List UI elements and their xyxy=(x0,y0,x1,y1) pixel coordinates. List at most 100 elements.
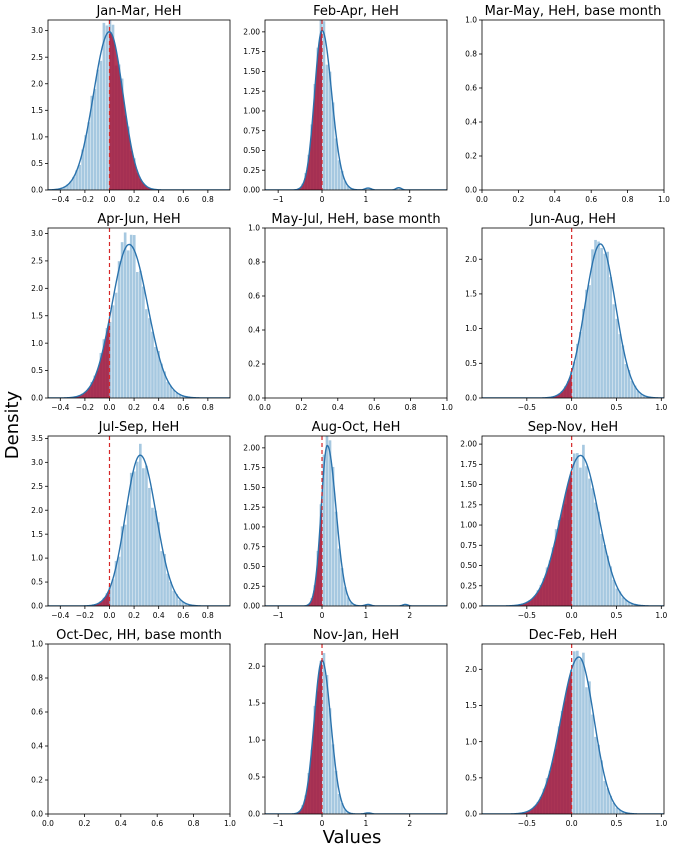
y-tick-label: 1.0 xyxy=(31,339,43,348)
histogram-bar xyxy=(603,544,606,606)
y-tick-label: 3.0 xyxy=(31,458,43,467)
chart-title: Jan-Mar, HeH xyxy=(95,4,181,19)
shaded-area xyxy=(482,371,572,398)
histogram-bar xyxy=(145,465,148,606)
histogram-bar xyxy=(148,487,151,606)
histogram-bar xyxy=(108,585,112,606)
y-tick-label: 3.5 xyxy=(31,434,43,443)
x-tick-label: 0 xyxy=(320,819,325,828)
chart-title: Dec-Feb, HeH xyxy=(529,628,618,643)
histogram-bar xyxy=(160,363,163,398)
histogram-bar xyxy=(603,780,606,814)
histogram-bar xyxy=(337,794,341,814)
y-tick-label: 0.00 xyxy=(460,602,477,611)
histogram-bar xyxy=(337,160,341,190)
y-tick-label: 0.0 xyxy=(248,810,260,819)
axes-frame xyxy=(47,643,231,815)
histogram-bar xyxy=(615,588,619,606)
histogram-bar xyxy=(325,64,329,190)
histogram-bar xyxy=(163,371,166,398)
y-tick-label: 1.50 xyxy=(460,480,477,489)
histogram-bar xyxy=(609,795,613,814)
histogram-bar xyxy=(175,393,179,398)
histogram-bar xyxy=(597,241,600,398)
y-tick-label: 1.5 xyxy=(465,701,477,710)
y-tick-label: 1.0 xyxy=(31,132,43,141)
y-tick-label: 1.0 xyxy=(31,554,43,563)
histogram-bar xyxy=(627,369,631,398)
y-tick-label: 1.0 xyxy=(465,737,477,746)
histogram-bar xyxy=(588,285,591,398)
histogram-bar xyxy=(576,453,579,606)
x-tick-label: 0.8 xyxy=(202,403,214,412)
y-tick-label: 0.6 xyxy=(465,84,477,93)
y-tick-label: 0.00 xyxy=(243,186,260,195)
histogram-bar xyxy=(585,289,588,398)
histogram-bar xyxy=(591,488,594,606)
kde-line xyxy=(48,30,230,190)
histogram-bar xyxy=(639,394,643,398)
plot-area xyxy=(265,644,447,814)
histogram-bar xyxy=(81,149,84,190)
chart-title: Feb-Apr, HeH xyxy=(313,4,399,19)
shaded-area xyxy=(48,318,110,398)
histogram-bar xyxy=(606,251,609,398)
histogram-bar xyxy=(615,807,619,814)
x-tick-label: 2 xyxy=(407,819,412,828)
histogram-bar xyxy=(132,471,136,606)
histogram-bar xyxy=(114,292,118,398)
axes-frame xyxy=(264,643,448,815)
panels: Jan-Mar, HeH−0.4 −0.2 0.0 0.2 0.4 0.6 0.80.00.… xyxy=(31,4,670,828)
y-tick-label: 1.00 xyxy=(243,107,260,116)
histogram-bar xyxy=(618,591,622,606)
histogram-bar xyxy=(340,170,344,190)
histogram-bar xyxy=(343,809,347,814)
y-tick-label: 1.0 xyxy=(465,324,477,333)
plot-area xyxy=(482,644,664,814)
histogram-bar xyxy=(591,714,594,814)
chart-title: Nov-Jan, HeH xyxy=(313,628,399,643)
x-tick-label: 0.4 xyxy=(153,611,165,620)
histogram-bar xyxy=(576,650,579,814)
y-tick-label: 0.4 xyxy=(31,742,43,751)
y-tick-label: 2.00 xyxy=(243,443,260,452)
histogram-bar xyxy=(582,444,585,606)
axes-frame xyxy=(264,435,448,607)
histogram-bar xyxy=(126,505,130,606)
y-tick-label: 0.8 xyxy=(465,50,477,59)
histogram-bar xyxy=(579,332,582,398)
x-tick-label: 0.6 xyxy=(177,611,189,620)
histogram-bar xyxy=(87,122,91,190)
x-tick-label: −1 xyxy=(273,195,284,204)
x-tick-label: 0.6 xyxy=(585,195,597,204)
histogram-bar xyxy=(636,391,640,398)
x-tick-label: −0.5 xyxy=(518,611,536,620)
y-tick-label: 0.25 xyxy=(243,166,260,175)
x-tick-label: 0.0 xyxy=(104,403,116,412)
y-tick-label: 1.50 xyxy=(243,67,260,76)
histogram-bar xyxy=(172,389,175,398)
x-tick-label: 0.4 xyxy=(153,403,165,412)
x-tick-label: −0.2 xyxy=(76,611,94,620)
y-tick-label: 2.00 xyxy=(460,440,477,449)
y-tick-label: 1.75 xyxy=(243,47,260,56)
histogram-bar xyxy=(172,590,175,606)
histogram-bar xyxy=(395,188,399,190)
histogram-bar xyxy=(343,181,347,190)
y-tick-label: 0.0 xyxy=(31,602,43,611)
shaded-area xyxy=(109,31,230,190)
y-tick-label: 1.0 xyxy=(31,640,43,649)
histogram-bar xyxy=(404,604,408,606)
y-tick-label: 2.0 xyxy=(465,665,477,674)
histogram-bar xyxy=(90,95,94,190)
histogram-bar xyxy=(340,803,344,814)
histogram-bar xyxy=(340,568,344,606)
y-tick-label: 1.75 xyxy=(460,460,477,469)
histogram-bar xyxy=(588,478,591,606)
x-tick-label: 0.0 xyxy=(566,819,578,828)
histogram-bar xyxy=(157,522,160,606)
histogram-bar xyxy=(349,188,353,190)
histogram-bar xyxy=(181,395,185,398)
x-tick-label: 0.6 xyxy=(177,195,189,204)
histogram-bar xyxy=(331,102,335,190)
